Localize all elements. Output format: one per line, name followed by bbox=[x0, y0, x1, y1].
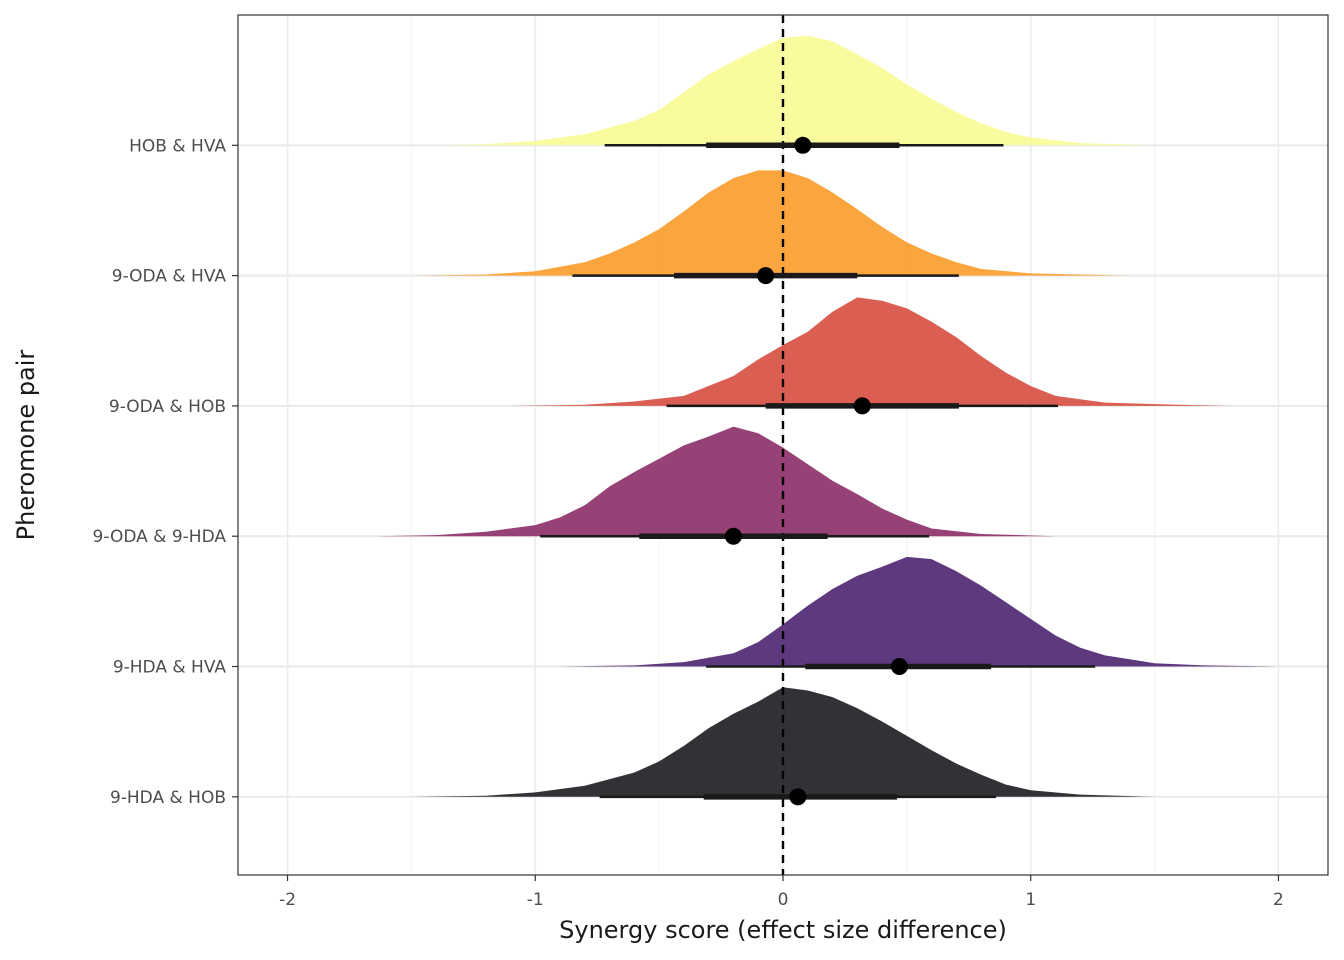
density-ridge-9-oda-and-hob bbox=[510, 297, 1229, 406]
y-tick-label-9-oda-and-hob: 9-ODA & HOB bbox=[109, 397, 226, 417]
density-ridge-hob-and-hva bbox=[436, 35, 1155, 146]
density-ridge-9-oda-and-hva bbox=[411, 170, 1130, 276]
axis-layer: -2 -1 0 1 2 9-HDA & HOB 9-HDA & HVA 9-ODA & 9-H… bbox=[93, 136, 1284, 910]
interval-layer bbox=[540, 136, 1096, 806]
x-tick-label: -2 bbox=[279, 890, 296, 910]
point-estimate-9-hda-and-hob bbox=[789, 788, 807, 806]
point-estimate-9-oda-and-9-hda bbox=[724, 527, 742, 545]
density-ridge-9-hda-and-hob bbox=[411, 687, 1155, 797]
y-tick-label-9-hda-and-hob: 9-HDA & HOB bbox=[110, 788, 226, 808]
density-ridge-9-hda-and-hva bbox=[560, 556, 1279, 667]
x-tick-label: -1 bbox=[527, 890, 544, 910]
x-tick-label: 2 bbox=[1273, 890, 1284, 910]
x-tick-label: 1 bbox=[1025, 890, 1036, 910]
y-tick-label-9-oda-and-9-hda: 9-ODA & 9-HDA bbox=[93, 527, 227, 547]
point-estimate-9-hda-and-hva bbox=[890, 658, 908, 676]
x-axis-title: Synergy score (effect size difference) bbox=[559, 916, 1007, 944]
y-axis-title: Pheromone pair bbox=[12, 350, 40, 541]
point-estimate-hob-and-hva bbox=[794, 136, 812, 154]
point-estimate-9-oda-and-hva bbox=[757, 267, 775, 285]
y-tick-label-9-hda-and-hva: 9-HDA & HVA bbox=[113, 658, 227, 678]
density-ridges bbox=[374, 35, 1279, 797]
x-tick-label: 0 bbox=[778, 890, 789, 910]
y-tick-label-9-oda-and-hva: 9-ODA & HVA bbox=[112, 267, 227, 287]
y-tick-label-hob-and-hva: HOB & HVA bbox=[129, 136, 226, 156]
point-estimate-9-oda-and-hob bbox=[853, 397, 871, 415]
density-ridge-9-oda-and-9-hda bbox=[374, 426, 1056, 537]
